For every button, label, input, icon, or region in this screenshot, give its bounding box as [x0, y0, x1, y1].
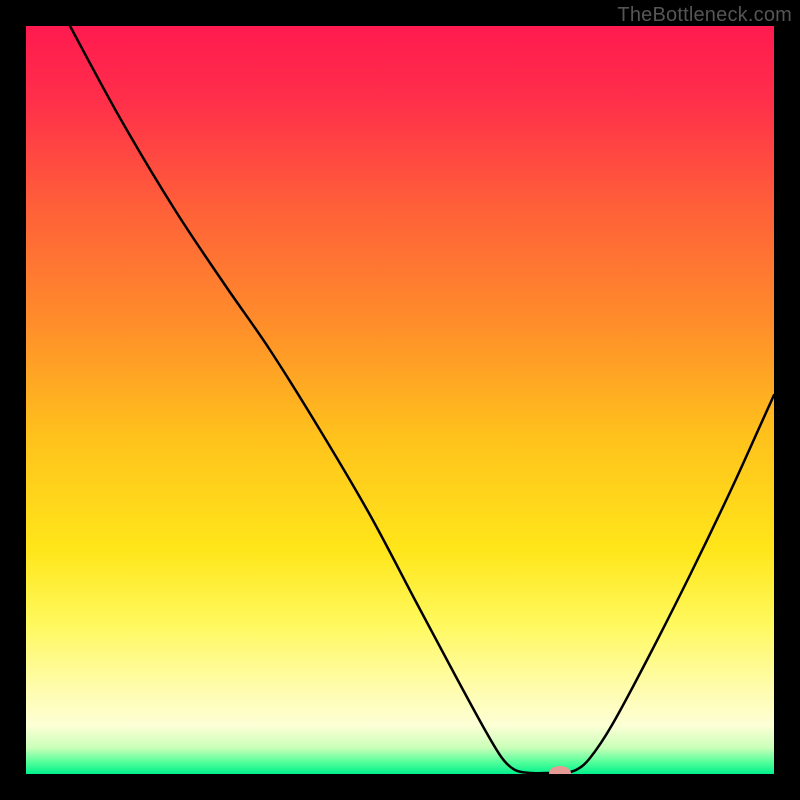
- chart-stage: TheBottleneck.com: [0, 0, 800, 800]
- watermark-label: TheBottleneck.com: [617, 4, 792, 27]
- bottleneck-chart: [0, 0, 800, 800]
- gradient-background: [26, 26, 774, 774]
